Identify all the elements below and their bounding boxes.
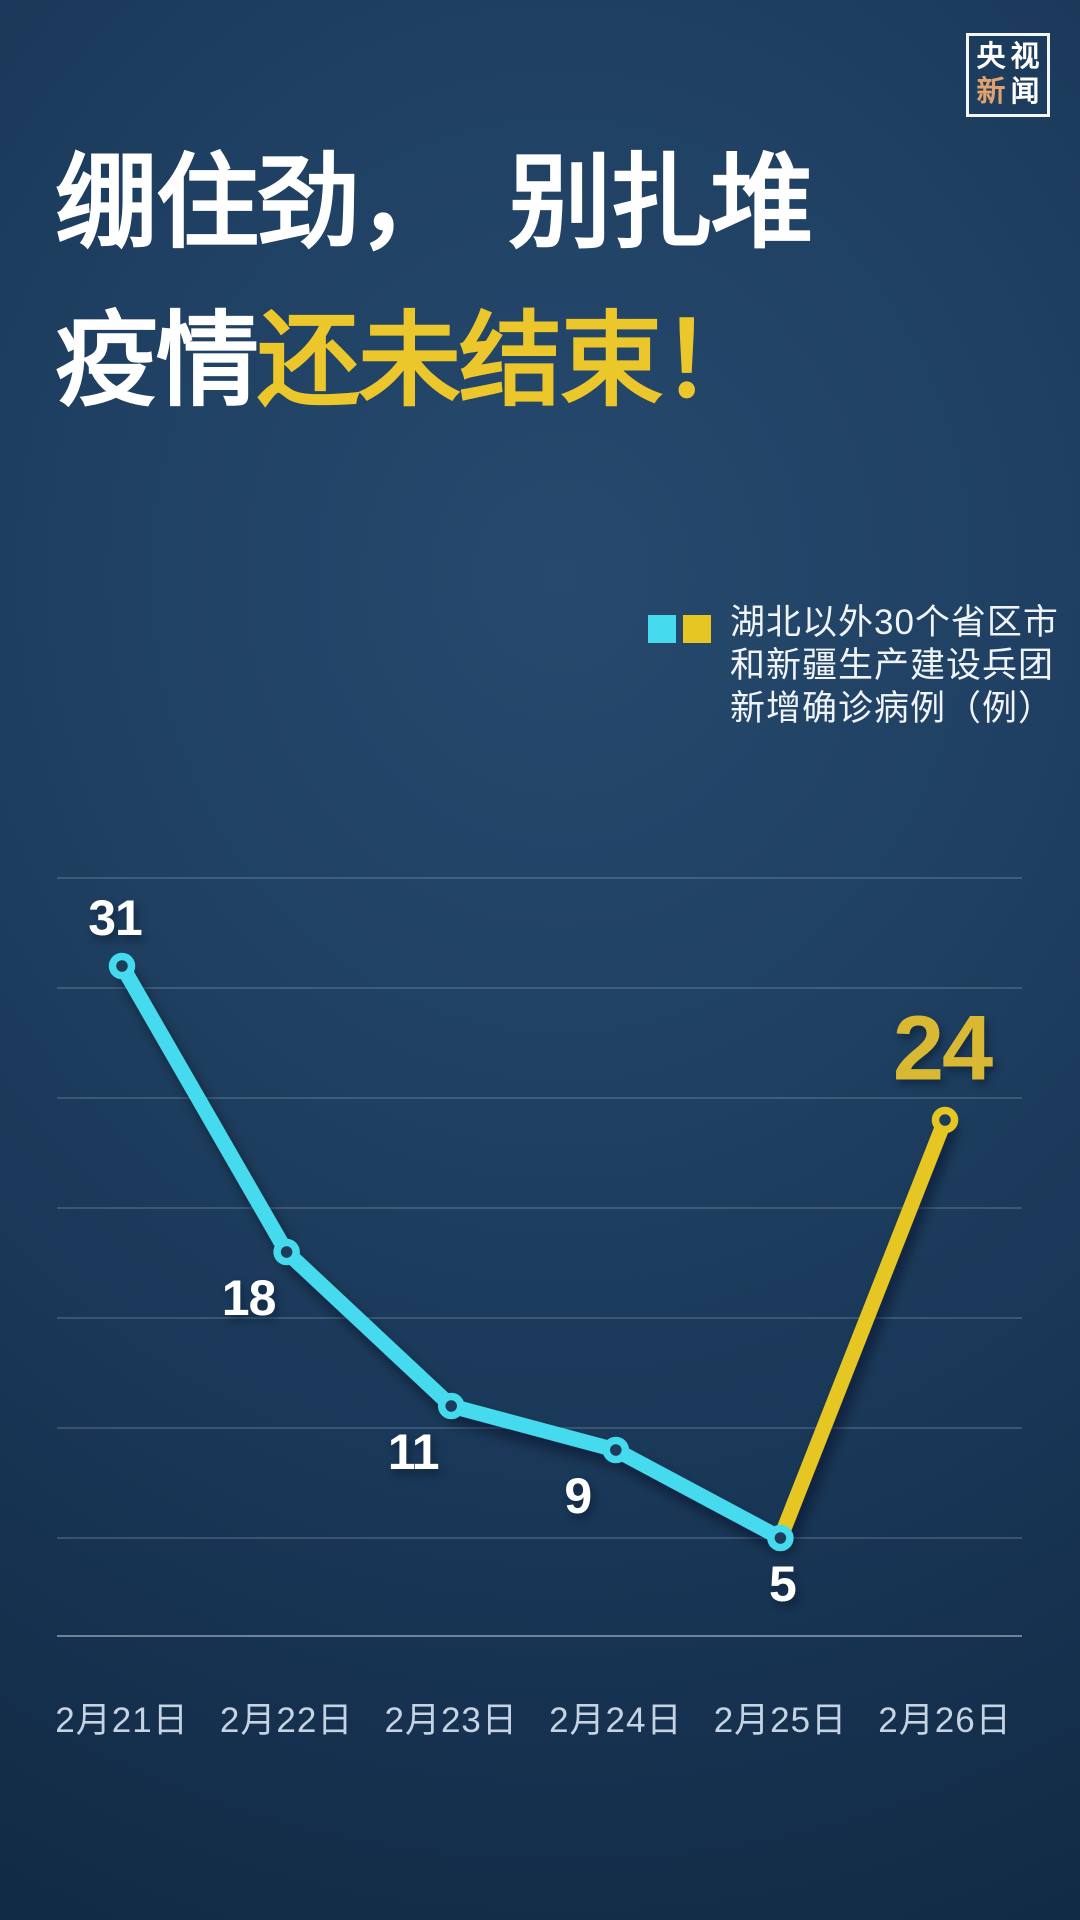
legend-swatch-yellow bbox=[683, 615, 711, 643]
series-line-highlight bbox=[772, 1112, 953, 1546]
value-label: 18 bbox=[221, 1270, 277, 1326]
point-marker bbox=[273, 1238, 300, 1266]
value-label: 9 bbox=[564, 1468, 592, 1524]
series-lines bbox=[114, 958, 953, 1546]
point-marker bbox=[437, 1392, 465, 1420]
point-marker bbox=[767, 1524, 794, 1552]
date-label: 2月26日 bbox=[878, 1701, 1012, 1740]
legend-line-2: 和新疆生产建设兵团 bbox=[730, 646, 1055, 685]
value-label: 5 bbox=[768, 1556, 797, 1612]
logo-row2-rest: 闻 bbox=[1010, 76, 1045, 108]
title-line2-yellow: 还未结束！ bbox=[257, 303, 764, 418]
logo-text-row2: 新闻 bbox=[976, 75, 1044, 110]
date-label: 2月21日 bbox=[55, 1701, 189, 1740]
logo-text-row1: 央视 bbox=[976, 41, 1045, 73]
point-marker bbox=[108, 952, 136, 980]
date-label: 2月22日 bbox=[219, 1701, 354, 1740]
date-label: 2月25日 bbox=[713, 1701, 848, 1740]
legend-swatch-cyan bbox=[648, 615, 676, 643]
date-label: 2月24日 bbox=[549, 1701, 683, 1740]
main-title-line2: 疫情还未结束！ bbox=[55, 303, 764, 418]
value-label: 31 bbox=[88, 890, 143, 946]
value-label: 11 bbox=[387, 1424, 440, 1480]
grid-lines bbox=[57, 877, 1022, 1637]
cctv-news-logo: 央视 新闻 bbox=[966, 33, 1050, 117]
title-line2-white: 疫情 bbox=[55, 303, 259, 418]
chart-legend-swatches bbox=[648, 615, 711, 643]
point-marker bbox=[931, 1106, 959, 1134]
main-title-line1: 绷住劲， 别扎堆 bbox=[55, 145, 813, 260]
point-marker bbox=[602, 1436, 630, 1464]
legend-line-3: 新增确诊病例（例） bbox=[730, 689, 1055, 728]
chart-legend-text: 湖北以外30个省区市 和新疆生产建设兵团 新增确诊病例（例） bbox=[730, 601, 1059, 730]
point-markers bbox=[108, 952, 959, 1552]
series-line-main bbox=[114, 958, 788, 1546]
logo-accent-char: 新 bbox=[976, 76, 1011, 108]
legend-line-1: 湖北以外30个省区市 bbox=[730, 603, 1059, 642]
date-label: 2月23日 bbox=[384, 1701, 518, 1740]
value-label: 24 bbox=[892, 997, 993, 1100]
